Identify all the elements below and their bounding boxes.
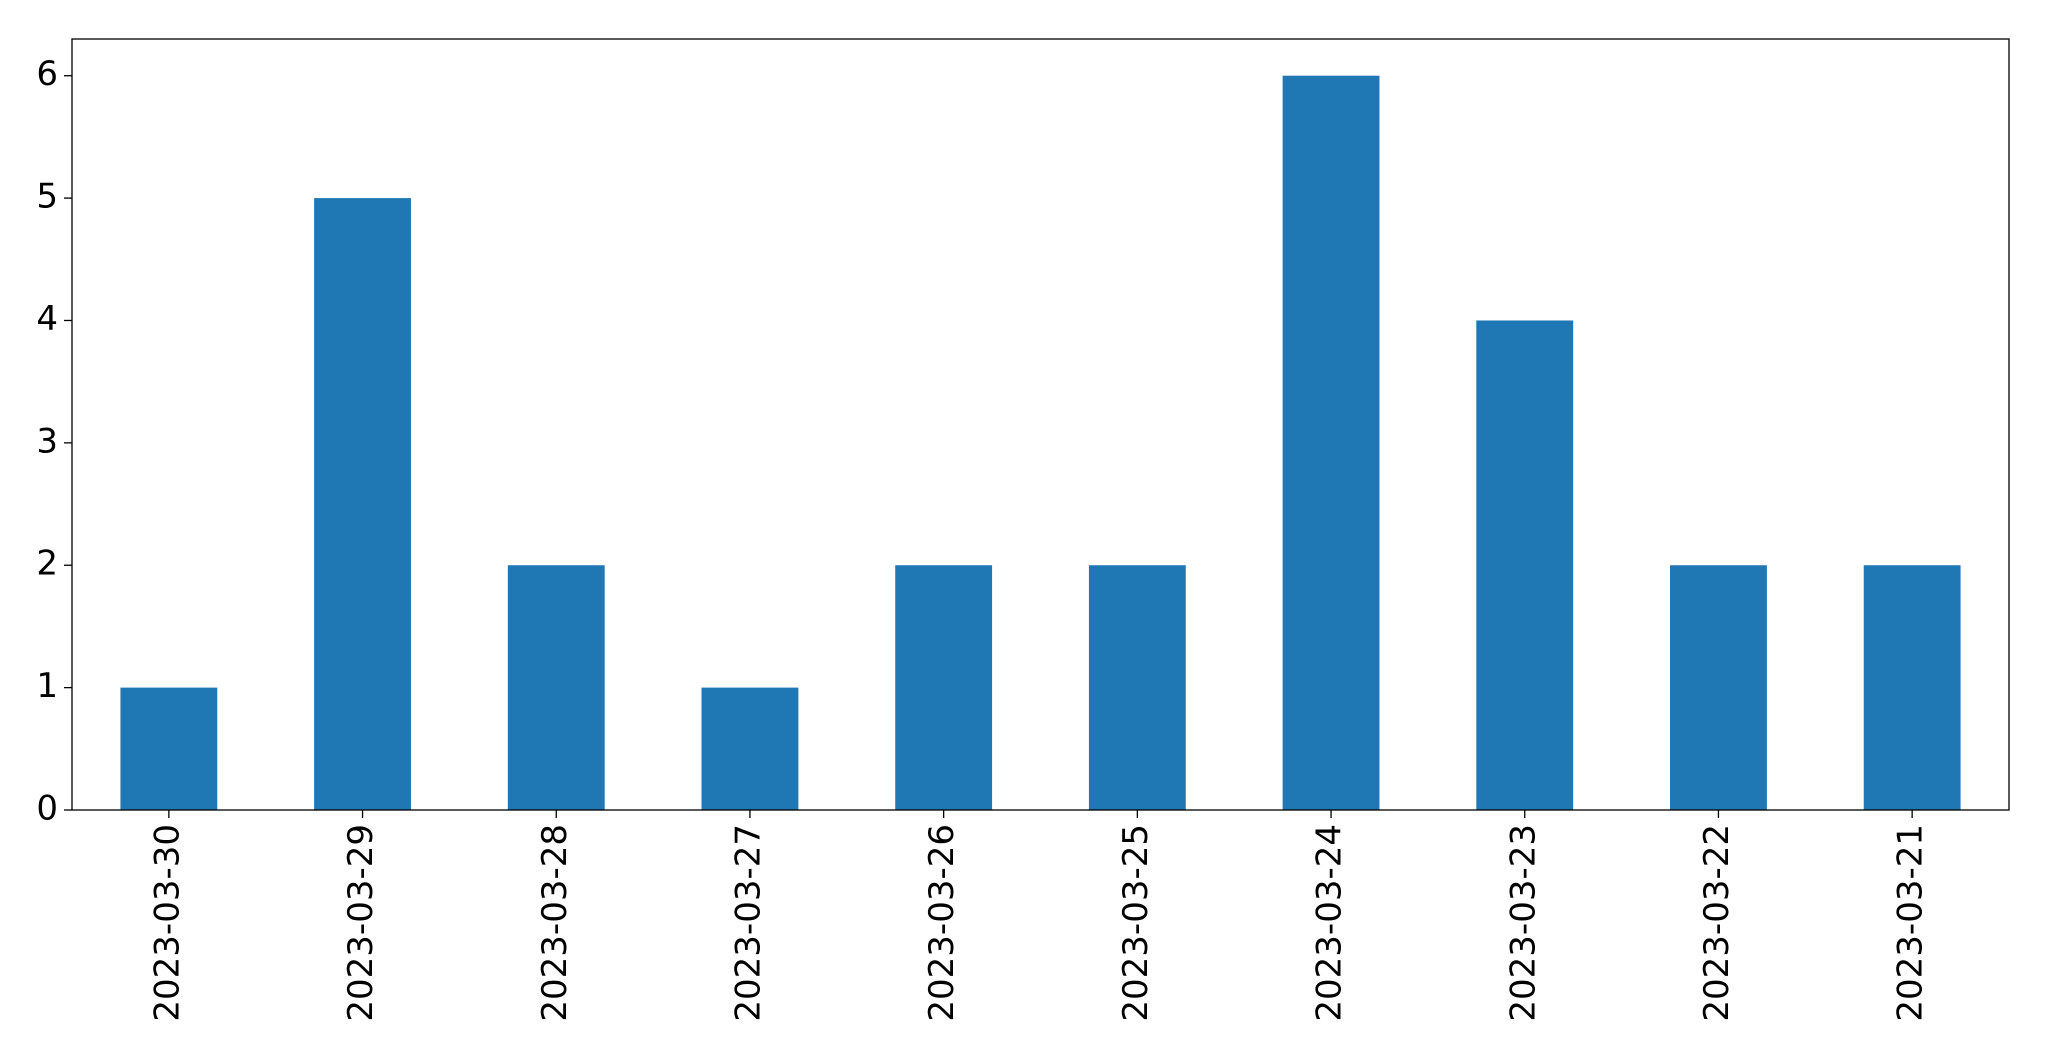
bar [507,565,605,810]
x-tick-label: 2023-03-26 [922,824,962,1022]
y-tick-label: 3 [36,421,58,461]
x-tick-label: 2023-03-23 [1503,824,1543,1022]
x-tick-label: 2023-03-22 [1697,824,1737,1022]
bar [895,565,993,810]
x-tick-label: 2023-03-21 [1891,824,1931,1022]
bar [1863,565,1961,810]
y-tick-label: 4 [36,299,58,339]
x-tick-label: 2023-03-29 [341,824,381,1022]
bar [1282,75,1380,810]
x-tick-label: 2023-03-27 [728,824,768,1022]
x-tick-label: 2023-03-25 [1116,824,1156,1022]
bar [1476,320,1574,810]
y-tick-label: 6 [36,54,58,94]
x-tick-label: 2023-03-30 [147,824,187,1022]
bar [1670,565,1767,810]
bar [314,198,411,811]
bar [701,687,799,810]
bar [1088,565,1186,810]
y-tick-label: 2 [36,544,58,584]
x-tick-label: 2023-03-24 [1310,824,1350,1022]
bar [120,687,218,810]
y-tick-label: 0 [36,789,58,829]
x-tick-label: 2023-03-28 [535,824,575,1022]
y-tick-label: 1 [36,666,58,706]
y-tick-label: 5 [36,177,58,217]
plot-frame [71,38,2010,811]
